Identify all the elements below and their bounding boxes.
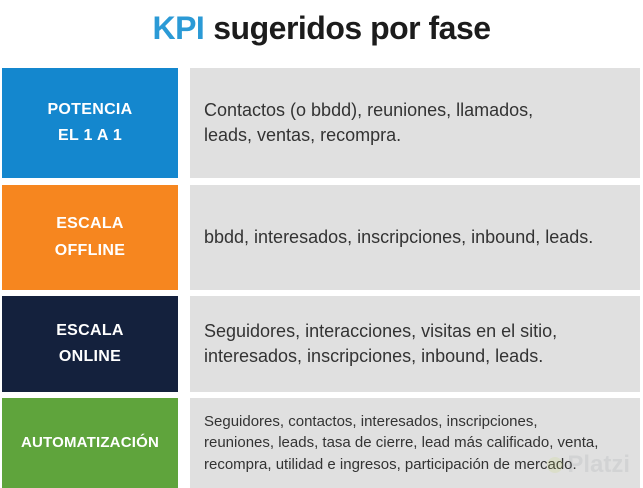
kpi-row-escala-offline: ESCALA OFFLINE bbdd, interesados, inscri…: [0, 185, 643, 290]
phase-label-line: ESCALA: [56, 215, 124, 233]
kpi-content-automatizacion: Seguidores, contactos, interesados, insc…: [190, 398, 640, 488]
kpi-row-automatizacion: AUTOMATIZACIÓN Seguidores, contactos, in…: [0, 398, 643, 488]
kpi-row-escala-online: ESCALA ONLINE Seguidores, interacciones,…: [0, 296, 643, 392]
phase-label-automatizacion: AUTOMATIZACIÓN: [2, 398, 178, 488]
page-title: KPI sugeridos por fase: [0, 10, 643, 47]
phase-label-line: EL 1 A 1: [57, 127, 123, 144]
title-rest: sugeridos por fase: [213, 10, 491, 46]
kpi-content-line: interesados, inscripciones, inbound, lea…: [204, 346, 544, 366]
phase-label-escala-offline: ESCALA OFFLINE: [2, 185, 178, 290]
kpi-content-line: Seguidores, contactos, interesados, insc…: [204, 413, 538, 431]
kpi-content-escala-offline: bbdd, interesados, inscripciones, inboun…: [190, 185, 640, 290]
kpi-row-potencia: POTENCIA EL 1 A 1 Contactos (o bbdd), re…: [0, 68, 643, 178]
kpi-content-line: reuniones, leads, tasa de cierre, lead m…: [204, 434, 599, 452]
kpi-content-escala-online: Seguidores, interacciones, visitas en el…: [190, 296, 640, 392]
title-highlight: KPI: [152, 10, 205, 46]
kpi-content-line: leads, ventas, recompra.: [204, 125, 402, 145]
kpi-content-potencia: Contactos (o bbdd), reuniones, llamados,…: [190, 68, 640, 178]
kpi-content-line: bbdd, interesados, inscripciones, inboun…: [204, 227, 594, 248]
phase-label-potencia: POTENCIA EL 1 A 1: [2, 68, 178, 178]
phase-label-line: ESCALA: [56, 321, 124, 339]
phase-label-escala-online: ESCALA ONLINE: [2, 296, 178, 392]
phase-label-line: AUTOMATIZACIÓN: [20, 433, 160, 451]
kpi-content-line: Contactos (o bbdd), reuniones, llamados,: [204, 100, 534, 121]
kpi-content-line: Seguidores, interacciones, visitas en el…: [204, 321, 558, 342]
kpi-content-line: recompra, utilidad e ingresos, participa…: [204, 455, 577, 473]
phase-label-line: POTENCIA: [47, 100, 133, 118]
phase-label-line: OFFLINE: [54, 241, 126, 259]
phase-label-line: ONLINE: [58, 348, 122, 365]
